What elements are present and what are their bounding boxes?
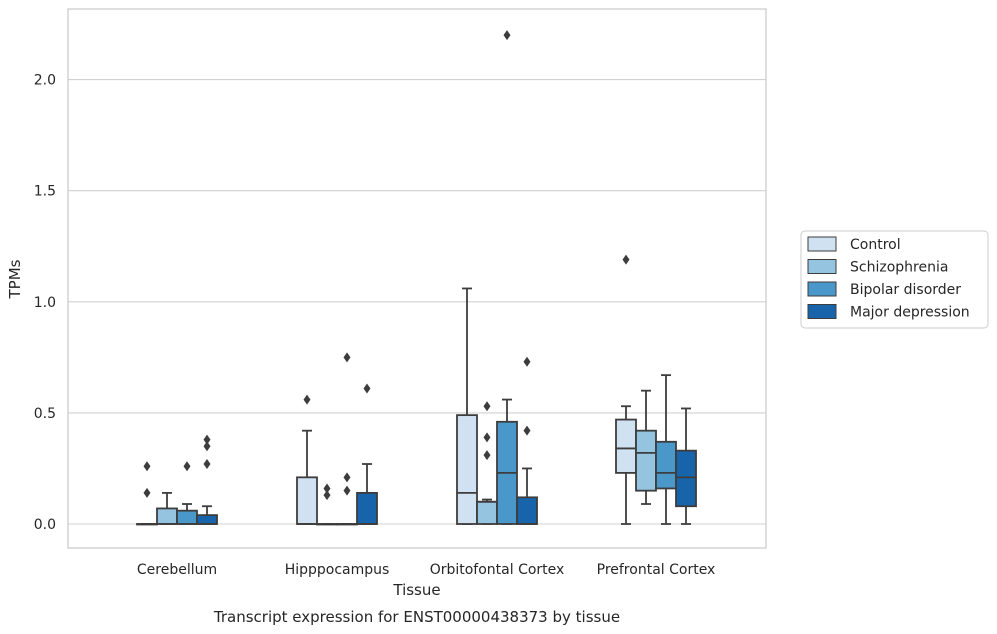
box-major-depression [516, 356, 538, 525]
outlier-point [483, 401, 491, 412]
legend-swatch [807, 304, 837, 319]
outlier-point [523, 425, 531, 436]
box-body [675, 449, 697, 508]
outlier-point [323, 490, 331, 501]
outlier-point [143, 487, 151, 498]
box-major-depression [356, 383, 378, 525]
box-bipolar-disorder [336, 352, 358, 526]
outlier-point [523, 356, 531, 367]
outlier-point [203, 459, 211, 470]
box-bipolar-disorder [496, 30, 518, 525]
legend-frame [800, 230, 989, 329]
outlier-point [323, 483, 331, 494]
x-tick-labels: Cerebellum Hipppocampus Orbitofontal Corte… [137, 562, 715, 578]
outlier-point [343, 485, 351, 496]
outlier-point [203, 441, 211, 452]
legend-label: Schizophrenia [850, 260, 948, 276]
box-bipolar-disorder [176, 461, 198, 525]
x-tick-label: Hipppocampus [285, 562, 390, 578]
box-body [456, 414, 478, 525]
outlier-point [503, 30, 511, 41]
chart-title: Transcript expression for ENST0000043837… [213, 608, 620, 626]
box-body [615, 418, 637, 474]
box-major-depression [675, 407, 697, 525]
box-control [296, 394, 318, 525]
box-control [615, 254, 637, 525]
legend-swatch [807, 281, 837, 297]
box-body [196, 514, 218, 525]
box-body [176, 509, 198, 525]
outlier-point [343, 352, 351, 363]
x-tick-label: Cerebellum [137, 562, 217, 578]
plot-frame [67, 8, 767, 549]
legend-swatch [807, 259, 837, 274]
box-groups [136, 30, 697, 526]
y-tick-label: 1.5 [34, 184, 56, 200]
box-body [356, 491, 378, 525]
box-schizophrenia [316, 483, 338, 526]
outlier-point [483, 450, 491, 461]
box-body [476, 500, 498, 525]
box-body [516, 496, 538, 525]
outlier-point [303, 394, 311, 405]
box-control [456, 287, 478, 525]
box-body [156, 507, 178, 525]
box-control [136, 461, 158, 526]
y-axis-label: TPMs [6, 259, 24, 299]
x-axis-label: Tissue [392, 581, 440, 599]
y-tick-label: 2.0 [34, 73, 56, 89]
outlier-point [183, 461, 191, 472]
gridlines [68, 79, 766, 525]
legend-label: Major depression [850, 305, 970, 321]
legend-label: Bipolar disorder [850, 282, 961, 298]
box-bipolar-disorder [655, 374, 677, 525]
outlier-point [143, 461, 151, 472]
box-schizophrenia [156, 491, 178, 525]
y-tick-label: 1.0 [34, 295, 56, 311]
y-tick-labels: 0.0 0.5 1.0 1.5 2.0 [34, 73, 56, 533]
box-major-depression [196, 434, 218, 525]
legend-label: Control [850, 237, 901, 253]
box-schizophrenia [635, 389, 657, 505]
box-body [655, 440, 677, 490]
box-body [296, 476, 318, 525]
outlier-point [363, 383, 371, 394]
outlier-point [622, 254, 630, 265]
box-schizophrenia [476, 401, 498, 525]
x-tick-label: Orbitofontal Cortex [430, 562, 565, 578]
y-tick-label: 0.5 [34, 406, 56, 422]
x-tick-label: Prefrontal Cortex [597, 562, 716, 578]
legend: Control Schizophrenia Bipolar disorder Majo… [800, 230, 989, 329]
legend-swatch [807, 236, 837, 252]
outlier-point [343, 472, 351, 483]
outlier-point [203, 434, 211, 445]
y-tick-label: 0.0 [34, 517, 56, 533]
outlier-point [483, 432, 491, 443]
box-body [635, 429, 657, 492]
